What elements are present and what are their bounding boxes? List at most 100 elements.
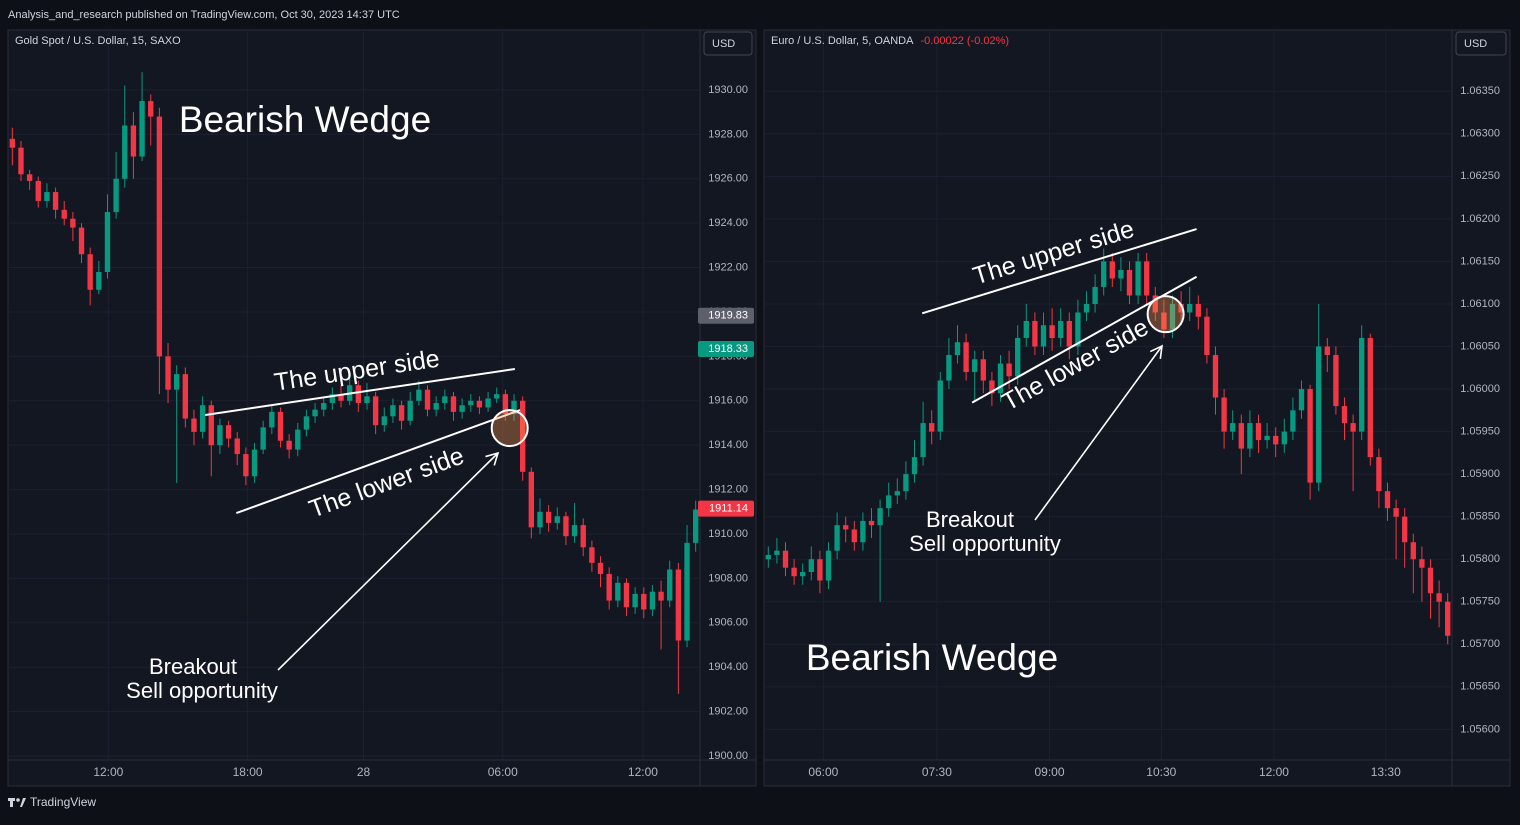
candle-body [1169, 303, 1176, 330]
x-tick-label: 10:30 [1146, 765, 1176, 779]
trendline [236, 409, 521, 515]
left-panel [7, 29, 757, 787]
y-tick-label: 1914.00 [708, 439, 748, 451]
trendline [205, 368, 516, 416]
candle-body [554, 516, 560, 523]
publish-header: Analysis_and_research published on Tradi… [8, 9, 400, 21]
candle-body [800, 571, 806, 577]
candle-body [78, 227, 85, 255]
y-tick-label: 1.05750 [1460, 596, 1500, 608]
price-badge [698, 307, 754, 324]
candle-body [182, 374, 189, 419]
candle-body [96, 272, 102, 290]
tradingview-logo [8, 798, 26, 807]
arrow-head [485, 451, 500, 466]
candle-body [571, 525, 578, 537]
candle-body [782, 550, 789, 568]
price-change: -0.00022 (-0.02%) [920, 35, 1009, 47]
candle-body [843, 525, 849, 530]
breakout-circle [1146, 295, 1185, 334]
candle-body [1384, 491, 1391, 509]
candle-body [1187, 303, 1193, 313]
y-tick-label: 1926.00 [708, 173, 748, 185]
candle-body [597, 562, 604, 574]
candle-body [61, 209, 67, 219]
candle-body [1126, 269, 1133, 296]
candle-body [199, 405, 206, 432]
candle-body [1350, 423, 1356, 432]
candle-body [156, 116, 163, 357]
y-tick-label: 1.06200 [1460, 213, 1500, 225]
candle-body [1333, 355, 1339, 407]
price-badge-label: 1918.33 [708, 343, 748, 355]
candle-body [886, 495, 892, 509]
candle-body [217, 425, 223, 446]
candle-body [113, 178, 119, 213]
candle-body [416, 389, 422, 401]
y-tick-label: 1.06350 [1460, 85, 1500, 97]
candle-body [1092, 286, 1098, 304]
currency-button [1455, 31, 1507, 56]
candle-body [1152, 295, 1158, 313]
candle-body [286, 440, 292, 450]
candle-body [87, 254, 93, 290]
x-tick-label: 06:00 [808, 765, 838, 779]
y-tick-label: 1.06000 [1460, 383, 1500, 395]
candle-body [1410, 542, 1416, 560]
breakout-label: Breakout [149, 654, 237, 679]
candle-body [35, 180, 41, 201]
candle-body [1230, 423, 1236, 432]
y-tick-label: 1910.00 [708, 528, 748, 540]
candle-body [1040, 325, 1047, 347]
sell-label: Sell opportunity [126, 678, 278, 703]
candle-body [1058, 320, 1064, 338]
candle-body [765, 554, 771, 560]
y-tick-label: 1.06300 [1460, 128, 1500, 140]
pattern-title: Bearish Wedge [806, 637, 1058, 678]
y-tick-label: 1.05800 [1460, 553, 1500, 565]
sell-label: Sell opportunity [909, 531, 1061, 556]
candle-body [173, 374, 180, 390]
candle-body [1101, 261, 1107, 287]
candle-body [26, 174, 33, 181]
candle-body [868, 520, 875, 526]
candle-body [277, 411, 284, 441]
x-tick-label: 28 [357, 765, 371, 779]
candle-body [1359, 337, 1365, 432]
breakout-circle [490, 409, 529, 448]
candle-body [312, 409, 318, 417]
candle-body [989, 380, 995, 394]
currency-button [703, 31, 753, 56]
candle-body [269, 411, 275, 428]
candle-body [692, 509, 699, 543]
candle-body [1298, 389, 1305, 411]
candle-body [1006, 363, 1012, 377]
candle-body [997, 363, 1004, 394]
candle-body [791, 567, 797, 577]
candle-body [148, 101, 154, 117]
y-tick-label: 1922.00 [708, 261, 748, 273]
candle-body [1307, 389, 1313, 483]
candle-body [459, 405, 465, 412]
candle-body [494, 394, 500, 399]
y-tick-label: 1900.00 [708, 750, 748, 762]
y-tick-label: 1.05600 [1460, 723, 1500, 735]
footer-brand: TradingView [30, 795, 96, 809]
candle-body [251, 449, 258, 477]
candle-body [825, 550, 832, 581]
candle-body [1118, 269, 1124, 279]
candle-body [1247, 423, 1253, 449]
price-badge [698, 341, 754, 358]
y-tick-label: 1930.00 [708, 84, 748, 96]
candle-body [911, 457, 918, 475]
candle-body [502, 394, 509, 415]
y-tick-label: 1.05900 [1460, 468, 1500, 480]
candle-body [1204, 316, 1210, 356]
chart-title: Gold Spot / U.S. Dollar, 15, SAXO [15, 35, 181, 47]
candle-body [920, 423, 926, 458]
y-tick-label: 1908.00 [708, 572, 748, 584]
candle-body [234, 438, 240, 455]
candle-body [44, 192, 50, 201]
y-tick-label: 1928.00 [708, 128, 748, 140]
